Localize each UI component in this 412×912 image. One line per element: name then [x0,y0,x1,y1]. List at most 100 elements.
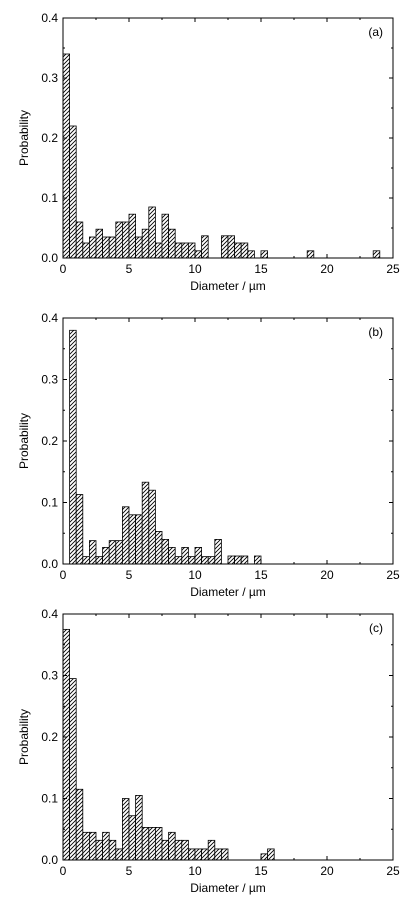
histogram-bar [95,556,103,565]
histogram-bar [82,831,90,861]
x-axis-title: Diameter / µm [190,881,266,895]
x-tick-label: 15 [254,568,268,582]
x-tick-label: 0 [60,864,67,878]
histogram-bar [174,556,183,565]
histogram-bar [75,788,84,861]
x-tick-label: 20 [320,864,334,878]
histogram-bar [247,250,255,259]
histogram-bar [62,53,70,259]
histogram-bar [174,242,183,259]
y-tick-label: 0.4 [41,311,58,325]
histogram-bar [214,539,222,565]
y-tick-label: 0.1 [41,191,58,205]
histogram-bar [220,235,229,259]
histogram-bar [141,827,150,861]
x-tick-label: 10 [188,864,202,878]
histogram-bar [253,555,262,565]
y-tick-label: 0.0 [41,557,58,571]
histogram-bar [201,848,209,861]
y-tick-label: 0.2 [41,730,58,744]
x-axis-title: Diameter / µm [190,585,266,599]
y-tick-label: 0.0 [41,251,58,265]
chart-panel: 0 5 10 15 20 25 0.0 0.1 0.2 0.3 0.4 Diameter / µm Pr… [17,607,400,895]
histogram-bar [95,839,103,861]
histogram-bar [207,839,216,861]
histogram-bar [135,795,143,861]
histogram-bar [108,540,117,565]
histogram-bar [135,236,143,259]
histogram-bar [161,539,169,565]
histogram-bar [161,839,169,861]
histogram-bar [89,236,97,259]
histogram-bar [148,206,156,259]
histogram-bar [214,848,222,861]
y-tick-label: 0.1 [41,496,58,510]
y-axis-title: Probability [17,110,31,166]
histogram-bar [122,798,130,861]
y-axis-title: Probability [17,709,31,765]
histogram-bar [141,481,150,565]
y-axis-title: Probability [17,413,31,469]
histogram-bar [102,831,110,861]
x-tick-label: 5 [126,262,133,276]
histogram-bar [108,839,117,861]
histogram-bar [168,546,176,565]
histogram-bar [128,815,136,861]
histogram-bar [102,236,110,259]
histogram-bar [82,242,90,259]
histogram-bar [154,827,163,861]
histogram-bar [181,839,189,861]
panel-label: (b) [368,325,383,339]
histogram-bar [267,848,275,861]
histogram-bar [115,848,123,861]
histogram-bar [181,546,189,565]
histogram-bar [82,556,90,565]
y-tick-label: 0.4 [41,11,58,25]
x-tick-label: 20 [320,568,334,582]
histogram-bar [128,514,136,565]
histogram-bar [194,848,202,861]
x-tick-label: 0 [60,568,67,582]
histogram-bar [174,839,183,861]
histogram-bar [260,853,268,861]
x-tick-label: 25 [386,262,400,276]
histogram-bar [128,213,136,259]
histogram-bar [306,250,315,259]
panel-label: (c) [369,621,383,635]
x-tick-label: 25 [386,568,400,582]
histogram-bar [194,250,202,259]
histogram-bar [187,848,196,861]
histogram-bar [234,242,242,259]
histogram-bar [148,827,156,861]
histogram-bar [69,678,77,861]
histogram-bar [240,555,249,565]
histogram-bar [168,228,176,259]
panel-label: (a) [368,25,383,39]
histogram-bar [148,489,156,565]
histogram-bar [62,628,70,861]
histogram-bar [227,235,235,259]
y-tick-label: 0.2 [41,434,58,448]
y-tick-label: 0.3 [41,669,58,683]
y-tick-label: 0.1 [41,792,58,806]
histogram-bar [122,506,130,565]
x-tick-label: 10 [188,262,202,276]
histogram-bar [260,250,268,259]
histogram-bar [372,250,381,259]
histogram-bar [89,831,97,861]
histogram-bar [102,546,110,565]
histogram-bar [201,556,209,565]
histogram-bar [240,242,249,259]
histogram-bar [115,221,123,259]
y-tick-label: 0.4 [41,607,58,621]
plot-frame [62,317,394,565]
histogram-bar [75,494,84,565]
x-tick-label: 20 [320,262,334,276]
chart-panel: 0 5 10 15 20 25 0.0 0.1 0.2 0.3 0.4 Diameter / µm Pr… [17,311,400,599]
histogram-bar [207,556,216,565]
histogram-bar [115,540,123,565]
histogram-bar [108,236,117,259]
histogram-bar [69,125,77,259]
x-axis-title: Diameter / µm [190,279,266,293]
